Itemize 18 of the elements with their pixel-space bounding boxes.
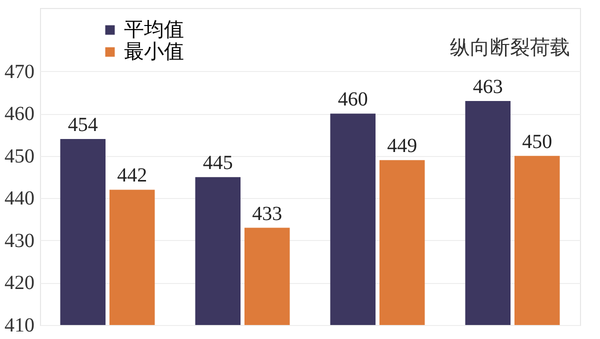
data-label: 460 [338,88,368,111]
y-tick-label: 470 [4,60,34,83]
data-label: 450 [522,130,552,153]
data-label: 463 [472,76,503,98]
y-tick-label: 450 [4,145,34,168]
legend-label: 最小值 [124,41,184,63]
data-label: 433 [252,202,282,225]
y-tick-label: 440 [4,188,34,210]
y-tick-label: 460 [4,103,34,126]
y-tick-label: 430 [4,230,34,252]
data-label: 445 [202,152,233,174]
data-label: 454 [68,114,98,136]
y-tick-label: 410 [4,314,34,336]
legend-label: 平均值 [124,19,184,41]
data-label: 449 [387,135,418,158]
y-tick-label: 420 [4,272,34,294]
text: 纵向断裂荷载 [450,37,570,59]
data-label: 442 [117,164,148,187]
